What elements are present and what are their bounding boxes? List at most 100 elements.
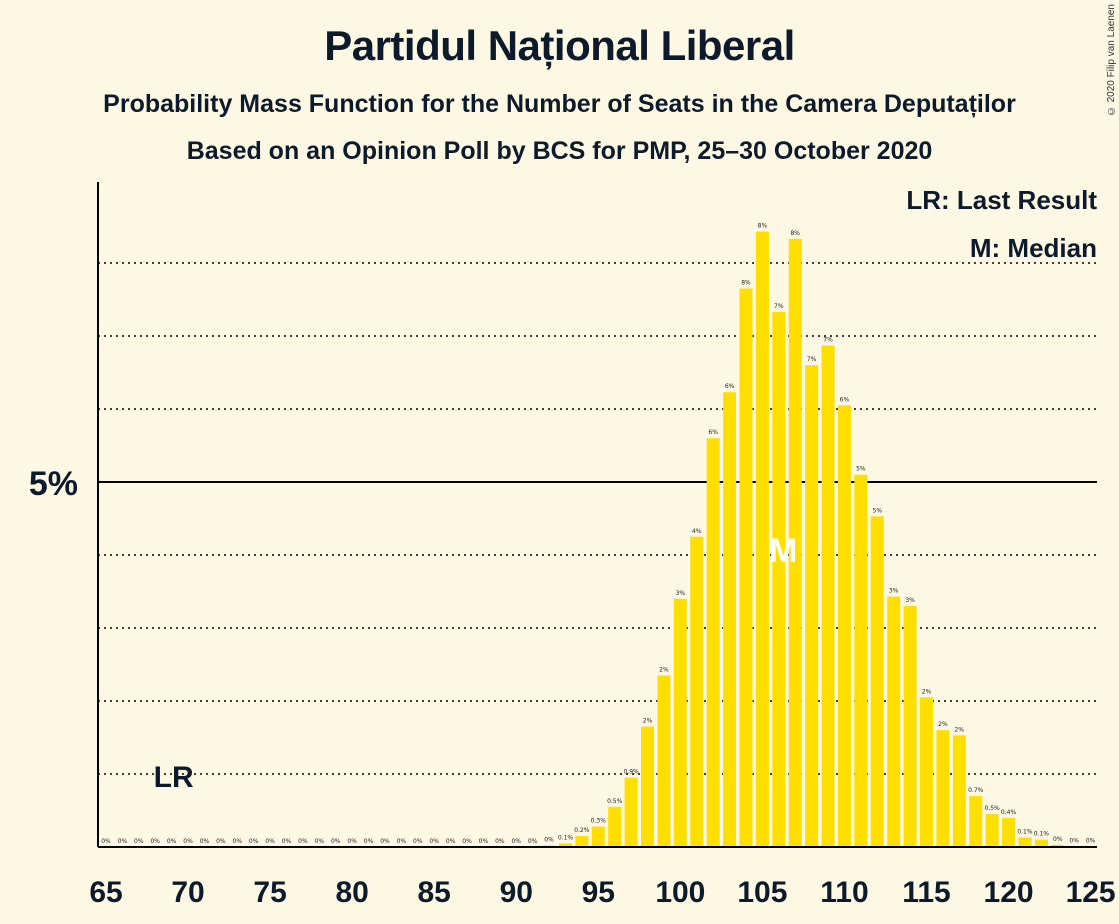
bar-label-seat-124: 0%	[1069, 837, 1079, 844]
bar-label-seat-80: 0%	[347, 838, 357, 845]
bar-label-seat-121: 0.1%	[1017, 829, 1033, 836]
bar-label-seat-94: 0.2%	[574, 827, 590, 834]
bar-seat-122	[1034, 839, 1048, 847]
bar-label-seat-93: 0.1%	[558, 834, 574, 841]
bar-label-seat-79: 0%	[331, 838, 341, 845]
bar-label-seat-74: 0%	[249, 838, 259, 845]
bars	[542, 231, 1098, 848]
bar-label-seat-104: 8%	[741, 280, 751, 287]
bar-label-seat-105: 8%	[758, 223, 768, 230]
bar-seat-102	[706, 438, 720, 847]
bar-seat-95	[591, 826, 605, 847]
bar-label-seat-85: 0%	[429, 838, 439, 845]
bar-seat-115	[920, 697, 933, 847]
bar-seat-110	[837, 405, 851, 847]
bar-seat-119	[985, 814, 999, 847]
bar-label-seat-75: 0%	[265, 838, 275, 845]
bar-seat-108	[805, 365, 819, 847]
bar-label-seat-90: 0%	[511, 838, 521, 845]
bar-seat-123	[1051, 844, 1065, 847]
x-tick-label-125: 125	[1066, 876, 1116, 909]
bar-seat-105	[755, 231, 769, 848]
x-tick-label-110: 110	[820, 876, 868, 909]
last-result-marker: LR	[154, 761, 194, 794]
bar-label-seat-116: 2%	[938, 721, 948, 728]
bar-label-seat-108: 7%	[807, 356, 817, 363]
bar-seat-99	[657, 675, 671, 847]
bar-seat-120	[1002, 817, 1016, 847]
median-marker: M	[769, 532, 797, 570]
bar-label-seat-77: 0%	[298, 838, 308, 845]
chart-source: Based on an Opinion Poll by BCS for PMP,…	[186, 137, 933, 165]
bar-labels: 0% 0% 0% 0% 0% 0% 0% 0% 0% 0% 0% 0% 0% 0% 0% 0% 0% 0% 0% 0%…	[101, 223, 1095, 845]
bar-seat-117	[952, 735, 966, 847]
bar-label-seat-122: 0.1%	[1034, 831, 1050, 838]
x-tick-label-80: 80	[335, 876, 368, 909]
bar-seat-116	[936, 730, 950, 847]
x-tick-label-75: 75	[253, 876, 286, 909]
x-tick-label-65: 65	[89, 876, 122, 909]
bar-label-seat-125: 0%	[1086, 837, 1096, 844]
bar-label-seat-65: 0%	[101, 838, 111, 845]
x-tick-label-100: 100	[655, 876, 705, 909]
bar-label-seat-103: 6%	[725, 383, 735, 390]
bar-seat-106	[772, 311, 786, 847]
bar-seat-104	[739, 288, 753, 847]
bar-label-seat-83: 0%	[397, 838, 407, 845]
bar-label-seat-89: 0%	[495, 838, 505, 845]
axes	[97, 182, 1097, 848]
x-tick-label-70: 70	[171, 876, 204, 909]
bar-seat-93	[558, 843, 572, 847]
bar-label-seat-100: 3%	[676, 590, 686, 597]
x-tick-label-115: 115	[902, 876, 950, 909]
bar-label-seat-78: 0%	[315, 838, 325, 845]
bar-seat-101	[690, 536, 704, 847]
bar-label-seat-113: 3%	[889, 588, 899, 595]
x-tick-label-85: 85	[418, 876, 451, 909]
bar-seat-113	[887, 596, 901, 847]
bar-seat-111	[854, 474, 868, 847]
bar-label-seat-117: 2%	[955, 726, 965, 733]
chart-subtitle: Probability Mass Function for the Number…	[103, 90, 1016, 118]
bar-label-seat-73: 0%	[233, 838, 243, 845]
bar-label-seat-119: 0.5%	[985, 805, 1001, 812]
bar-label-seat-95: 0.3%	[591, 818, 607, 825]
bar-label-seat-69: 0%	[167, 838, 177, 845]
bar-label-seat-102: 6%	[708, 429, 718, 436]
bar-seat-97	[624, 777, 638, 847]
bar-seat-94	[575, 836, 589, 847]
x-tick-label-105: 105	[737, 876, 787, 909]
bar-label-seat-70: 0%	[183, 838, 193, 845]
bar-label-seat-72: 0%	[216, 838, 226, 845]
legend-last-result: LR: Last Result	[906, 185, 1097, 215]
bar-label-seat-112: 5%	[873, 507, 883, 514]
bar-label-seat-123: 0%	[1053, 836, 1063, 843]
bar-label-seat-82: 0%	[380, 838, 390, 845]
bar-seat-96	[608, 806, 622, 847]
bar-seat-121	[1018, 837, 1032, 847]
x-tick-label-90: 90	[500, 876, 533, 909]
x-tick-labels: 65 70 75 80 85 90 95 100 105 110 115 120 125	[89, 876, 1115, 909]
bar-label-seat-88: 0%	[479, 838, 489, 845]
bar-label-seat-92: 0%	[544, 837, 554, 844]
bar-label-seat-115: 2%	[922, 688, 932, 695]
bar-label-seat-66: 0%	[118, 838, 128, 845]
bar-seat-114	[903, 606, 917, 847]
bar-label-seat-91: 0%	[528, 838, 538, 845]
bar-seat-107	[788, 238, 802, 847]
bar-label-seat-114: 3%	[905, 597, 915, 604]
bar-label-seat-110: 6%	[840, 396, 850, 403]
bar-label-seat-106: 7%	[774, 303, 784, 310]
bar-label-seat-107: 8%	[790, 230, 800, 237]
bar-label-seat-81: 0%	[364, 838, 374, 845]
bar-label-seat-109: 7%	[823, 336, 833, 343]
y-tick-label-5: 5%	[29, 465, 78, 503]
legend-median: M: Median	[970, 233, 1097, 263]
bar-seat-103	[723, 392, 737, 847]
bar-label-seat-86: 0%	[446, 838, 456, 845]
bar-label-seat-67: 0%	[134, 838, 144, 845]
bar-label-seat-111: 5%	[856, 466, 866, 473]
bar-label-seat-118: 0.7%	[968, 787, 984, 794]
bar-label-seat-101: 4%	[692, 528, 702, 535]
